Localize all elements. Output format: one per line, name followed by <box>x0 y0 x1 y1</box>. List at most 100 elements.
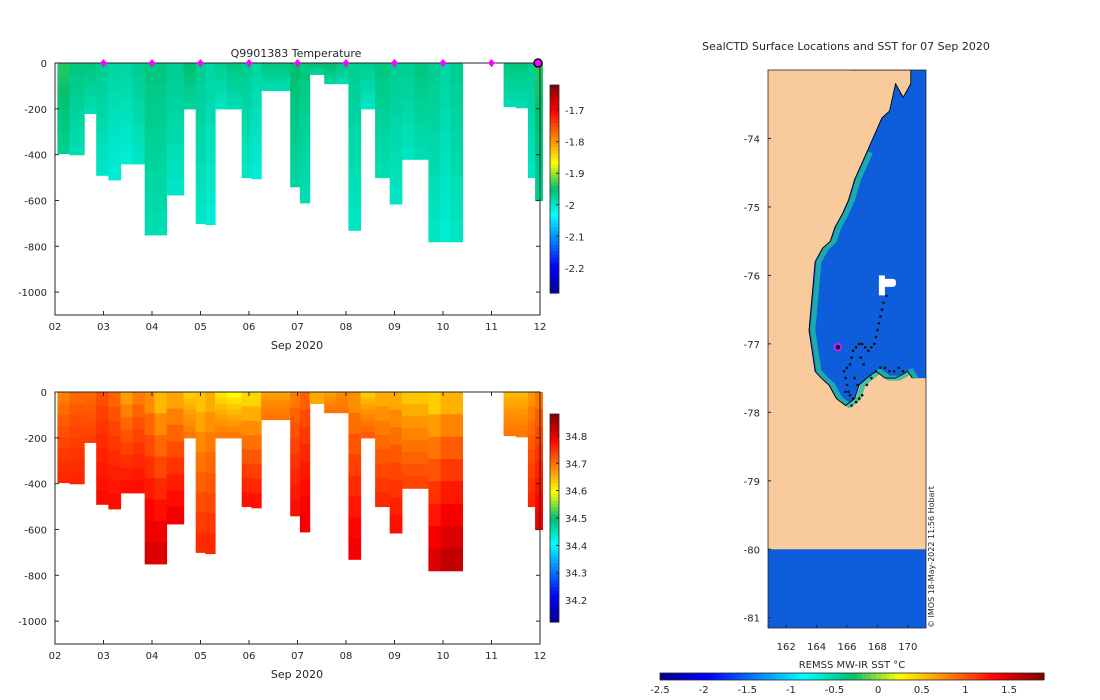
section-cell <box>275 395 291 400</box>
section-cell <box>428 85 442 109</box>
section-cell <box>309 394 325 397</box>
section-cell <box>440 436 451 460</box>
section-cell <box>215 85 228 93</box>
section-cell <box>527 134 536 150</box>
section-cell <box>205 392 216 413</box>
map-y-tick-label: -74 <box>744 134 760 145</box>
section-cell <box>120 480 134 494</box>
section-cell <box>144 520 155 543</box>
section-cell <box>450 63 463 86</box>
sst-colorbar-swatch <box>727 673 733 680</box>
section-cell <box>503 90 517 97</box>
section-cell <box>535 97 543 116</box>
section-cell <box>535 495 543 513</box>
section-cell <box>515 419 529 427</box>
colorbar-swatch <box>550 545 559 550</box>
section-cell <box>251 464 262 480</box>
section-cell <box>503 84 517 91</box>
section-cell <box>205 452 216 474</box>
section-cell <box>84 398 97 406</box>
section-cell <box>183 432 197 439</box>
track-point <box>882 301 885 305</box>
colorbar-swatch <box>550 123 559 128</box>
track-point <box>901 370 905 373</box>
section-cell <box>336 399 349 403</box>
sst-colorbar-swatch <box>741 673 747 680</box>
section-cell <box>241 420 252 436</box>
sst-colorbar-swatch <box>948 673 954 680</box>
x-tick-label: 02 <box>49 322 62 333</box>
section-cell <box>132 88 146 102</box>
section-cell <box>336 392 349 396</box>
section-cell <box>450 436 463 460</box>
section-cell <box>275 405 291 410</box>
section-cell <box>375 163 391 179</box>
section-cell <box>275 392 291 396</box>
section-cell <box>183 85 197 93</box>
section-cell <box>375 91 391 107</box>
colorbar-swatch <box>550 213 559 218</box>
colorbar-swatch <box>550 182 559 187</box>
section-cell <box>336 75 349 80</box>
sst-colorbar-swatch <box>789 673 795 680</box>
section-cell <box>527 120 536 136</box>
section-cell <box>375 435 391 450</box>
section-cell <box>360 409 376 416</box>
section-cell <box>401 464 415 477</box>
section-cell <box>527 63 536 78</box>
sst-colorbar-swatch <box>746 673 752 680</box>
section-cell <box>450 85 463 109</box>
section-cell <box>84 410 97 418</box>
section-cell <box>166 63 185 81</box>
section-cell <box>96 119 109 134</box>
x-tick-label: 10 <box>437 651 450 662</box>
section-cell <box>527 449 536 465</box>
track-point <box>876 328 879 332</box>
section-cell <box>336 402 349 406</box>
section-cell <box>251 135 262 151</box>
colorbar-swatch <box>550 171 559 176</box>
colorbar-tick-label: -2 <box>565 201 575 212</box>
y-tick-label: -200 <box>24 105 47 116</box>
colorbar-swatch <box>550 556 559 561</box>
colorbar-tick-label: -2.1 <box>565 232 585 243</box>
colorbar-swatch <box>550 258 559 263</box>
section-cell <box>215 68 228 75</box>
colorbar-swatch <box>550 420 559 425</box>
x-tick-label: 07 <box>291 651 304 662</box>
section-cell <box>401 111 415 124</box>
colorbar-swatch <box>550 247 559 252</box>
section-cell <box>389 133 403 152</box>
section-cell <box>120 63 134 77</box>
section-cell <box>154 127 168 150</box>
section-cell <box>57 392 71 404</box>
section-cell <box>450 414 463 438</box>
section-cell <box>108 77 122 93</box>
colorbar-swatch <box>550 95 559 100</box>
temperature-x-label: Sep 2020 <box>271 339 323 352</box>
section-cell <box>348 454 362 477</box>
section-cell <box>154 170 168 193</box>
sst-colorbar-swatch <box>780 673 786 680</box>
section-cell <box>275 83 291 88</box>
section-cell <box>108 479 122 495</box>
section-cell <box>166 95 185 113</box>
section-cell <box>120 88 134 102</box>
track-point <box>850 404 853 407</box>
section-cell <box>154 106 168 129</box>
section-cell <box>69 403 85 416</box>
map-x-tick-label: 168 <box>868 642 887 653</box>
section-cell <box>450 197 463 220</box>
section-cell <box>324 68 337 72</box>
coastal-sst-fringe <box>810 151 919 409</box>
section-cell <box>389 80 403 99</box>
section-cell <box>299 496 311 515</box>
section-cell <box>299 80 311 99</box>
sst-colorbar-tick-label: -2.5 <box>650 685 670 696</box>
section-cell <box>348 167 362 189</box>
section-cell <box>132 63 146 77</box>
section-cell <box>195 103 206 124</box>
section-cell <box>428 107 442 131</box>
section-cell <box>389 98 403 117</box>
section-cell <box>299 115 311 134</box>
